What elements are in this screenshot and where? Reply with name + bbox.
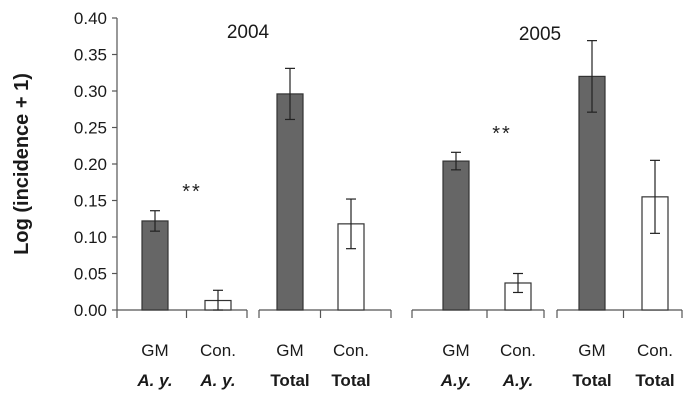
- y-tick-label: 0.05: [74, 265, 107, 284]
- x-tick-label: GM: [442, 341, 469, 360]
- error-bar: [513, 272, 523, 294]
- x-tick-sublabel: Total: [635, 371, 674, 390]
- x-tick-sublabel: Total: [270, 371, 309, 390]
- y-axis-title: Log (incidence + 1): [11, 73, 33, 255]
- x-tick-label: GM: [578, 341, 605, 360]
- bar: [578, 75, 606, 311]
- x-tick-label: Con.: [333, 341, 369, 360]
- bar: [442, 160, 470, 311]
- y-tick-label: 0.20: [74, 155, 107, 174]
- error-bar: [587, 40, 597, 113]
- panel-title: 2004: [227, 22, 270, 43]
- panel-title: 2005: [519, 24, 561, 45]
- x-tick-label: Con.: [500, 341, 536, 360]
- x-tick-sublabel: A.y.: [440, 371, 472, 390]
- x-tick-sublabel: Total: [572, 371, 611, 390]
- significance-label: **: [182, 181, 202, 203]
- y-tick-label: 0.00: [74, 301, 107, 320]
- significance-label: **: [492, 123, 512, 145]
- y-tick-label: 0.25: [74, 119, 107, 138]
- panel-2005: 2005 GM A.y. Con. A.y. GM Total Con. Total **: [411, 24, 683, 390]
- x-tick-sublabel: Total: [331, 371, 370, 390]
- x-tick-label: Con.: [637, 341, 673, 360]
- y-tick-label: 0.30: [74, 82, 107, 101]
- y-tick-label: 0.35: [74, 46, 107, 65]
- panel-2004: 2004 GM A. y. Con. A. y. GM Total Con. Total **: [116, 22, 392, 390]
- x-tick-label: Con.: [200, 341, 236, 360]
- y-axis: 0.00 0.05 0.10 0.15 0.20 0.25 0.30 0.35 0.40: [74, 9, 118, 320]
- error-bar: [285, 67, 295, 121]
- x-tick-sublabel: A. y.: [199, 371, 235, 390]
- error-bar: [451, 151, 461, 171]
- error-bar: [150, 210, 160, 232]
- x-tick-label: GM: [141, 341, 168, 360]
- bar: [276, 93, 304, 311]
- y-tick-label: 0.40: [74, 9, 107, 28]
- y-tick-label: 0.10: [74, 228, 107, 247]
- y-tick-label: 0.15: [74, 192, 107, 211]
- x-tick-sublabel: A. y.: [136, 371, 172, 390]
- error-bar: [213, 289, 223, 311]
- error-bar: [346, 198, 356, 250]
- error-bar: [650, 159, 660, 234]
- bar: [141, 220, 169, 311]
- x-tick-label: GM: [276, 341, 303, 360]
- x-tick-sublabel: A.y.: [502, 371, 534, 390]
